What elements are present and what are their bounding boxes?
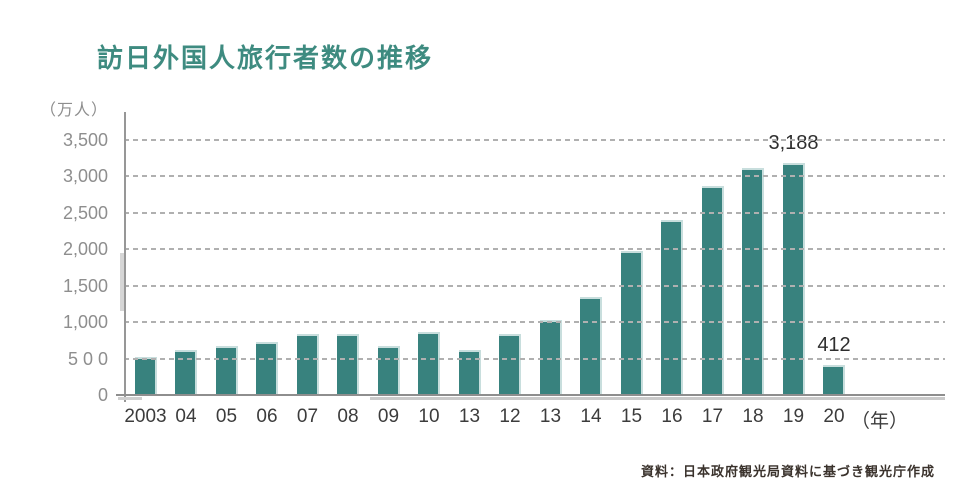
y-axis-unit-label: （万人） — [39, 102, 108, 119]
bar-07 — [296, 334, 319, 395]
y-tick-label: 2,000 — [62, 239, 108, 260]
bar-16 — [661, 220, 683, 395]
bar-13 — [539, 320, 562, 395]
bar-2003 — [134, 357, 157, 395]
baseline-render-artifact-left — [118, 397, 142, 400]
x-axis-line — [116, 394, 945, 396]
axis-render-artifact — [120, 253, 126, 311]
chart-title: 訪日外国人旅行者数の推移 — [97, 43, 434, 73]
y-tick-label: 3,000 — [62, 166, 108, 187]
x-tick-label: 20 — [823, 406, 845, 427]
y-tick-label: 1,000 — [62, 312, 108, 333]
bar-12 — [499, 334, 521, 395]
x-tick-label: 08 — [337, 406, 359, 427]
y-tick-label: 3,500 — [62, 130, 108, 150]
y-tick-label: 5 0 0 — [67, 348, 108, 369]
bar-value-label: 3,188 — [768, 132, 819, 154]
bar-10 — [418, 332, 440, 395]
x-tick-label: 17 — [701, 406, 724, 427]
gridline-500 — [124, 357, 945, 360]
bar-04 — [175, 350, 197, 395]
bar-08 — [337, 334, 359, 395]
x-tick-label: 04 — [175, 406, 197, 427]
source-note: 資料：日本政府観光局資料に基づき観光庁作成 — [640, 464, 935, 479]
baseline-render-artifact — [370, 397, 945, 400]
bar-18 — [742, 168, 764, 395]
x-tick-label: 13 — [458, 406, 481, 427]
x-tick-label: 19 — [782, 406, 805, 427]
y-tick-label: 2,500 — [62, 202, 108, 223]
bar-19 — [782, 163, 805, 395]
gridline-2000 — [124, 248, 945, 251]
x-tick-label: 13 — [539, 406, 562, 427]
gridline-2500 — [124, 211, 945, 214]
bar-20 — [823, 365, 845, 395]
bar-06 — [256, 342, 278, 395]
y-axis-line — [124, 112, 126, 402]
y-tick-label: 1,500 — [62, 275, 108, 296]
gridline-1000 — [124, 321, 945, 324]
bar-14 — [580, 297, 602, 395]
x-tick-label: 2003 — [124, 406, 167, 427]
gridline-1500 — [124, 284, 945, 287]
x-axis-unit-label: （年） — [851, 411, 909, 432]
gridline-3000 — [124, 175, 945, 178]
x-tick-label: 15 — [620, 406, 643, 427]
x-tick-label: 18 — [742, 406, 764, 427]
bar-17 — [701, 186, 724, 395]
gridline-3500 — [124, 139, 945, 141]
x-tick-label: 06 — [256, 406, 278, 427]
bar-value-label: 412 — [817, 334, 851, 356]
x-tick-label: 12 — [499, 406, 521, 427]
x-tick-label: 14 — [580, 406, 602, 427]
y-tick-label: 0 — [97, 385, 108, 405]
bar-09 — [377, 346, 400, 395]
x-tick-label: 16 — [661, 406, 683, 427]
x-tick-label: 09 — [377, 406, 400, 427]
x-tick-label: 10 — [418, 406, 440, 427]
bar-05 — [215, 346, 238, 395]
bar-13 — [458, 350, 481, 395]
x-tick-label: 07 — [296, 406, 319, 427]
x-tick-label: 05 — [215, 406, 238, 427]
